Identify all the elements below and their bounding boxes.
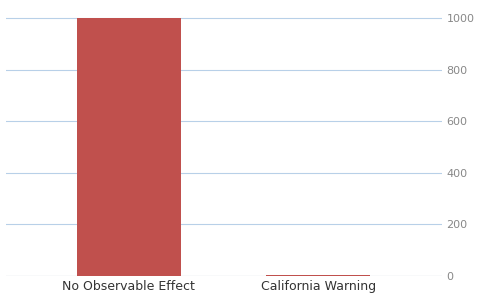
Bar	[77, 19, 181, 276]
Bar	[266, 275, 371, 276]
